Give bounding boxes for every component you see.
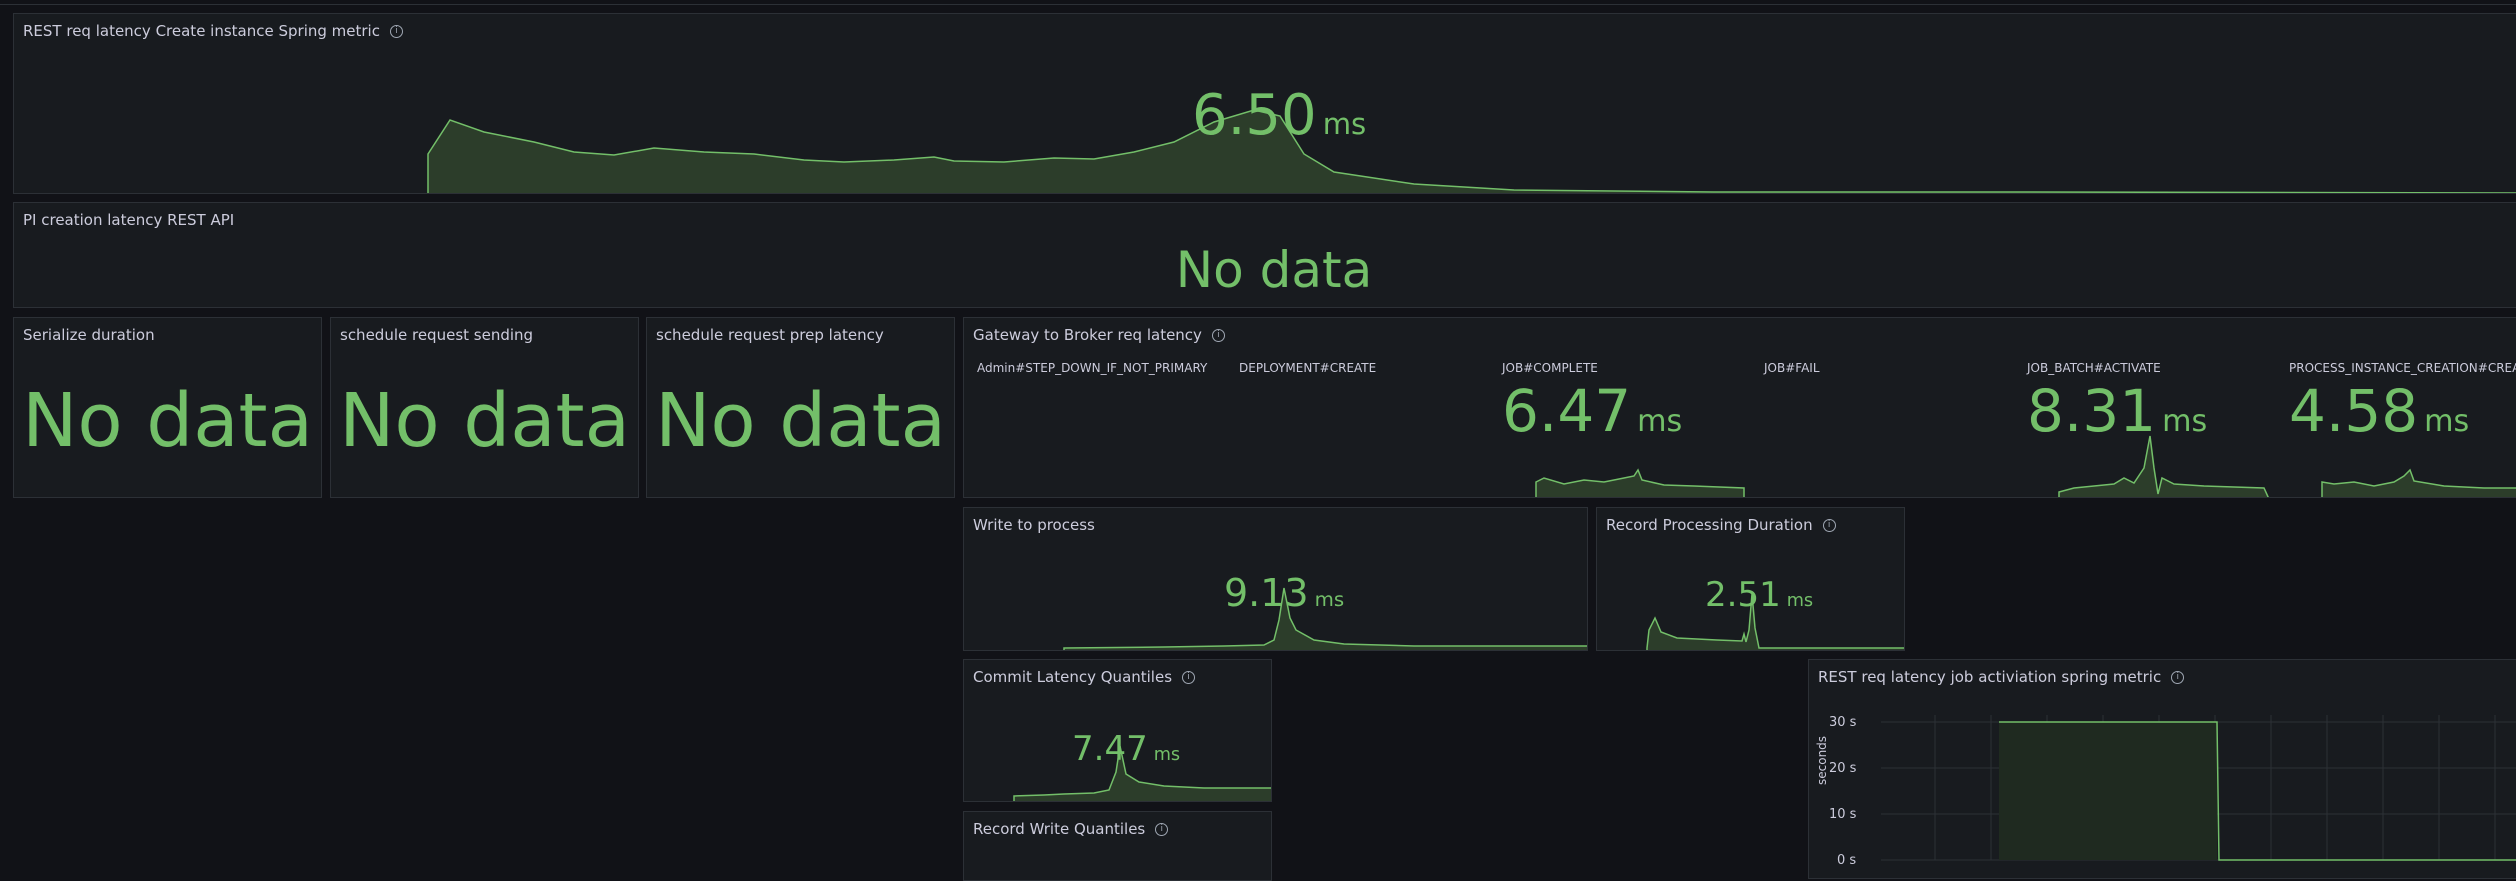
no-data-message: No data xyxy=(1175,241,1373,299)
series-label: JOB#FAIL xyxy=(1764,361,1820,375)
info-icon[interactable]: i xyxy=(1211,328,1225,342)
sparkline xyxy=(1013,745,1271,801)
panel-title: Write to process xyxy=(973,516,1095,534)
no-data-message: No data xyxy=(339,378,630,464)
info-icon[interactable]: i xyxy=(2171,670,2185,684)
info-icon[interactable]: i xyxy=(1182,670,1196,684)
panel-title: Record Write Quantiles i xyxy=(973,820,1169,838)
panel-pi-creation-latency[interactable]: PI creation latency REST API No data xyxy=(13,202,2516,308)
panel-gateway-broker-latency[interactable]: Gateway to Broker req latency i Admin#STE… xyxy=(963,317,2516,498)
sparkline xyxy=(427,109,2516,193)
sparkline xyxy=(1646,593,1904,650)
time-series-graph xyxy=(1881,715,2516,861)
panel-title: REST req latency Create instance Spring … xyxy=(23,22,403,40)
panel-title: schedule request prep latency xyxy=(656,326,884,344)
stat-value: 7.47 ms xyxy=(1072,729,1181,769)
info-icon[interactable]: i xyxy=(389,24,403,38)
panel-commit-latency-quantiles[interactable]: Commit Latency Quantiles i 7.47 ms xyxy=(963,659,1272,802)
panel-schedule-request-prep-latency[interactable]: schedule request prep latency No data xyxy=(646,317,955,498)
sparkline xyxy=(1063,587,1587,650)
panel-serialize-duration[interactable]: Serialize duration No data xyxy=(13,317,322,498)
panel-title: PI creation latency REST API xyxy=(23,211,235,229)
stat-value: 2.51 ms xyxy=(1705,575,1814,615)
panel-title: Serialize duration xyxy=(23,326,155,344)
series-label: JOB_BATCH#ACTIVATE xyxy=(2027,361,2161,375)
info-icon[interactable]: i xyxy=(1822,518,1836,532)
series-label: JOB#COMPLETE xyxy=(1502,361,1598,375)
panel-title: Gateway to Broker req latency i xyxy=(973,326,1225,344)
series-label: DEPLOYMENT#CREATE xyxy=(1239,361,1377,375)
stat-value: 8.31 ms xyxy=(2027,377,2208,445)
top-divider xyxy=(0,4,2516,5)
panel-rest-create-latency[interactable]: REST req latency Create instance Spring … xyxy=(13,13,2516,194)
info-icon[interactable]: i xyxy=(1155,822,1169,836)
panel-schedule-request-sending[interactable]: schedule request sending No data xyxy=(330,317,639,498)
panel-title: Record Processing Duration i xyxy=(1606,516,1836,534)
panel-title: schedule request sending xyxy=(340,326,534,344)
sparkline xyxy=(1535,435,2516,497)
stat-value: 4.58 ms xyxy=(2289,377,2470,445)
panel-rest-job-activation-latency[interactable]: REST req latency job activiation spring … xyxy=(1808,659,2516,879)
y-tick-label: 0 s xyxy=(1837,853,1857,868)
series-label: PROCESS_INSTANCE_CREATION#CREAT xyxy=(2289,361,2516,375)
no-data-message: No data xyxy=(655,378,946,464)
panel-record-processing-duration[interactable]: Record Processing Duration i 2.51 ms xyxy=(1596,507,1905,651)
series-label: Admin#STEP_DOWN_IF_NOT_PRIMARY xyxy=(977,361,1208,375)
y-tick-label: 10 s xyxy=(1829,807,1857,822)
panel-title: Commit Latency Quantiles i xyxy=(973,668,1196,686)
stat-value: 9.13 ms xyxy=(1224,571,1345,615)
panel-title: REST req latency job activiation spring … xyxy=(1818,668,2185,686)
no-data-message: No data xyxy=(22,378,313,464)
panel-record-write-quantiles[interactable]: Record Write Quantiles i xyxy=(963,811,1272,881)
stat-value: 6.47 ms xyxy=(1502,377,1683,445)
y-tick-label: 20 s xyxy=(1829,761,1857,776)
y-tick-label: 30 s xyxy=(1829,715,1857,730)
stat-value: 6.50 ms xyxy=(1192,83,1367,148)
panel-write-to-process[interactable]: Write to process 9.13 ms xyxy=(963,507,1588,651)
